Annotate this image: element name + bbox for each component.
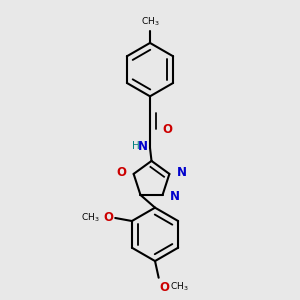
Text: N: N xyxy=(170,190,180,203)
Text: O: O xyxy=(160,281,170,294)
Text: O: O xyxy=(163,123,173,136)
Text: CH$_3$: CH$_3$ xyxy=(141,16,159,28)
Text: N: N xyxy=(138,140,148,153)
Text: H: H xyxy=(132,141,139,152)
Text: CH$_3$: CH$_3$ xyxy=(169,281,188,293)
Text: O: O xyxy=(104,211,114,224)
Text: O: O xyxy=(116,166,126,179)
Text: N: N xyxy=(177,166,187,179)
Text: CH$_3$: CH$_3$ xyxy=(81,211,100,224)
